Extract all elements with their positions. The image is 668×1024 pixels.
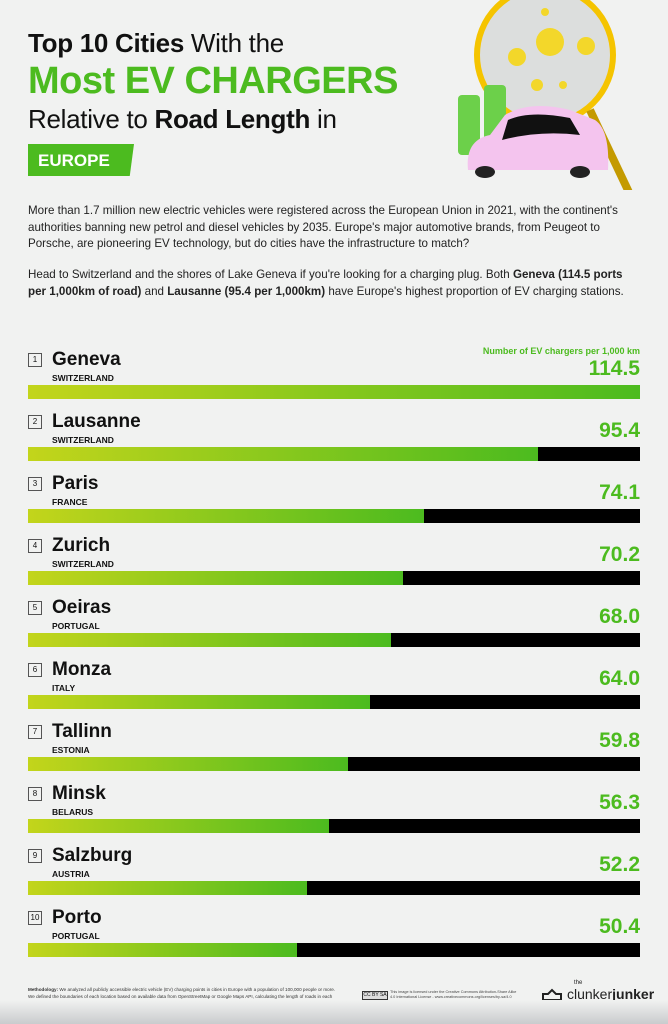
- value-label: 50.4: [599, 915, 640, 938]
- city-name: Salzburg: [52, 845, 133, 866]
- bar-track: [28, 633, 640, 647]
- rank-box: 8: [28, 787, 42, 801]
- title-line-2: Most EV CHARGERS: [28, 60, 398, 102]
- bar-fill: [28, 633, 392, 647]
- country-name: SWITZERLAND: [52, 373, 114, 383]
- chart-row: 5 Oeiras PORTUGAL 68.0: [28, 597, 640, 659]
- country-name: PORTUGAL: [52, 931, 100, 941]
- t3-post: in: [310, 104, 337, 134]
- country-name: SWITZERLAND: [52, 435, 114, 445]
- city-name: Zurich: [52, 535, 111, 556]
- bar-fill: [28, 571, 404, 585]
- title-bold: Top 10 Cities: [28, 28, 184, 58]
- bar-track: [28, 509, 640, 523]
- rank-box: 4: [28, 539, 42, 553]
- bar-fill: [28, 881, 307, 895]
- city-name: Porto: [52, 907, 102, 928]
- rank-box: 5: [28, 601, 42, 615]
- t3-pre: Relative to: [28, 104, 155, 134]
- chart-row: 4 Zurich SWITZERLAND 70.2: [28, 535, 640, 597]
- logo-text-b: junker: [612, 986, 655, 1002]
- rank-box: 6: [28, 663, 42, 677]
- bar-fill: [28, 819, 329, 833]
- chart-row: 8 Minsk BELARUS 56.3: [28, 783, 640, 845]
- bar-fill: [28, 447, 538, 461]
- value-label: 114.5: [588, 357, 640, 380]
- chart-row: 7 Tallinn ESTONIA 59.8: [28, 721, 640, 783]
- chart-row: 3 Paris FRANCE 74.1: [28, 473, 640, 535]
- cloud-arrows-icon: [542, 988, 562, 1001]
- title-rest: With the: [184, 28, 284, 58]
- bar-fill: [28, 509, 425, 523]
- country-name: ITALY: [52, 683, 76, 693]
- cc-license-icon: CC BY SA: [362, 991, 388, 1000]
- rank-box: 10: [28, 911, 42, 925]
- intro-paragraph-1: More than 1.7 million new electric vehic…: [28, 204, 618, 250]
- rank-box: 2: [28, 415, 42, 429]
- city-name: Paris: [52, 473, 99, 494]
- bottom-shade: [0, 1000, 668, 1024]
- p2c: and: [141, 284, 168, 298]
- bar-track: [28, 757, 640, 771]
- intro-paragraph-2: Head to Switzerland and the shores of La…: [28, 267, 643, 300]
- license-text: This image is licensed under the Creativ…: [390, 990, 517, 999]
- chart-legend: Number of EV chargers per 1,000 km: [482, 346, 640, 356]
- value-label: 70.2: [599, 543, 640, 566]
- bar-track: [28, 385, 640, 399]
- region-badge: EUROPE: [28, 144, 134, 176]
- country-name: ESTONIA: [52, 745, 90, 755]
- bar-track: [28, 819, 640, 833]
- logo-the: the: [574, 980, 583, 986]
- city-name: Tallinn: [52, 721, 112, 742]
- methodology-label: Methodology:: [28, 987, 59, 992]
- p2d: Lausanne (95.4 per 1,000km): [167, 284, 326, 298]
- value-label: 68.0: [599, 605, 640, 628]
- chart-row: 9 Salzburg AUSTRIA 52.2: [28, 845, 640, 907]
- bar-track: [28, 881, 640, 895]
- p2b: Geneva (114.5 ports per 1,000km of road): [28, 268, 623, 298]
- country-name: SWITZERLAND: [52, 559, 114, 569]
- rank-box: 3: [28, 477, 42, 491]
- t3-bold: Road Length: [154, 104, 311, 134]
- country-name: FRANCE: [52, 497, 88, 507]
- bar-fill: [28, 385, 640, 399]
- bar-track: [28, 943, 640, 957]
- bar-fill: [28, 943, 298, 957]
- chart-row: 10 Porto PORTUGAL 50.4: [28, 907, 640, 969]
- value-label: 52.2: [599, 853, 640, 876]
- clunkerjunker-logo[interactable]: clunker junker the: [540, 980, 655, 1002]
- city-name: Oeiras: [52, 597, 112, 618]
- country-name: AUSTRIA: [52, 869, 90, 879]
- value-label: 59.8: [599, 729, 640, 752]
- rank-box: 7: [28, 725, 42, 739]
- city-name: Lausanne: [52, 411, 141, 432]
- bar-track: [28, 447, 640, 461]
- bar-track: [28, 571, 640, 585]
- chart-row: 6 Monza ITALY 64.0: [28, 659, 640, 721]
- rank-box: 9: [28, 849, 42, 863]
- p2a: Head to Switzerland and the shores of La…: [28, 268, 513, 281]
- car-magnifier-illustration: [458, 0, 633, 190]
- value-label: 74.1: [599, 481, 640, 504]
- chart-row: 2 Lausanne SWITZERLAND 95.4: [28, 411, 640, 473]
- country-name: BELARUS: [52, 807, 94, 817]
- title-line-1: Top 10 Cities With the: [28, 28, 284, 59]
- rank-box: 1: [28, 353, 42, 367]
- city-name: Monza: [52, 659, 112, 680]
- bar-fill: [28, 757, 348, 771]
- bar-fill: [28, 695, 371, 709]
- p2e: have Europe's highest proportion of EV c…: [325, 284, 624, 298]
- city-name: Minsk: [52, 783, 106, 804]
- title-line-3: Relative to Road Length in: [28, 104, 337, 135]
- value-label: 56.3: [599, 791, 640, 814]
- logo-text-a: clunker: [567, 986, 613, 1002]
- city-name: Geneva: [52, 349, 121, 370]
- chart-row: 1 Geneva SWITZERLAND 114.5: [28, 349, 640, 411]
- bar-track: [28, 695, 640, 709]
- country-name: PORTUGAL: [52, 621, 100, 631]
- value-label: 64.0: [599, 667, 640, 690]
- value-label: 95.4: [599, 419, 640, 442]
